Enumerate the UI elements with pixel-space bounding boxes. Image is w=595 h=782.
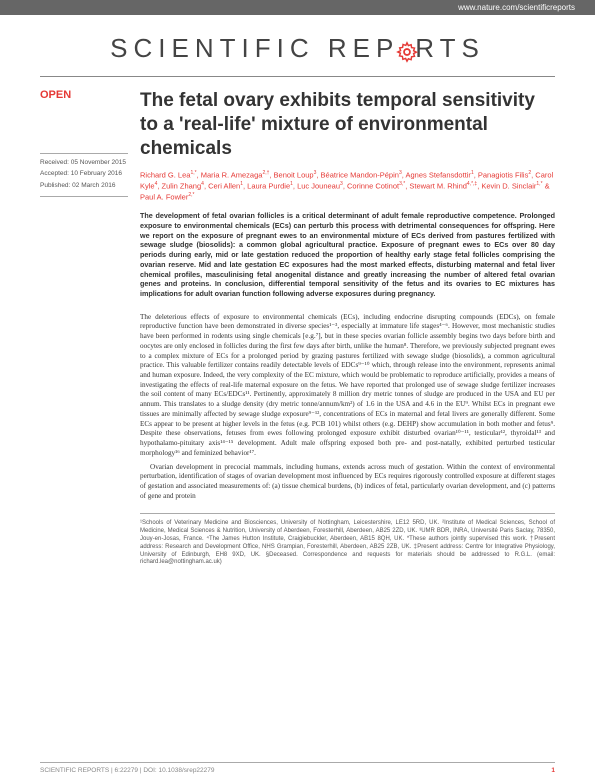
body-paragraph-1: The deleterious effects of exposure to e… (140, 313, 555, 459)
published-date: 02 March 2016 (72, 182, 115, 189)
accepted-date: 10 February 2016 (71, 170, 122, 177)
received-row: Received: 05 November 2015 (40, 158, 128, 168)
accepted-row: Accepted: 10 February 2016 (40, 169, 128, 179)
received-date: 05 November 2015 (71, 159, 126, 166)
affiliations: ¹Schools of Veterinary Medicine and Bios… (140, 513, 555, 567)
accepted-label: Accepted: (40, 170, 71, 177)
header-rule (40, 76, 555, 77)
published-row: Published: 02 March 2016 (40, 181, 128, 191)
logo-text-pre: SCIENTIFIC (110, 33, 328, 63)
logo-text-post: RTS (415, 33, 485, 63)
gear-icon (396, 39, 418, 61)
author-list: Richard G. Lea1,*, Maria R. Amezaga2,†, … (140, 170, 555, 203)
main-column: The fetal ovary exhibits temporal sensit… (140, 89, 555, 567)
page-footer: SCIENTIFIC REPORTS | 6:22279 | DOI: 10.1… (40, 762, 555, 774)
content-area: OPEN Received: 05 November 2015 Accepted… (0, 89, 595, 567)
published-label: Published: (40, 182, 72, 189)
body-text: The deleterious effects of exposure to e… (140, 313, 555, 502)
page-number: 1 (551, 767, 555, 774)
logo-text-mid: REP (328, 33, 399, 63)
sidebar: OPEN Received: 05 November 2015 Accepted… (40, 89, 140, 567)
site-url: www.nature.com/scientificreports (458, 3, 575, 12)
publication-dates: Received: 05 November 2015 Accepted: 10 … (40, 153, 128, 197)
article-title: The fetal ovary exhibits temporal sensit… (140, 89, 555, 160)
site-header: www.nature.com/scientificreports (0, 0, 595, 15)
open-access-label: OPEN (40, 89, 128, 101)
received-label: Received: (40, 159, 71, 166)
footer-citation: SCIENTIFIC REPORTS | 6:22279 | DOI: 10.1… (40, 767, 215, 774)
journal-logo: SCIENTIFIC REP RTS (0, 15, 595, 76)
abstract: The development of fetal ovarian follicl… (140, 211, 555, 298)
body-paragraph-2: Ovarian development in precocial mammals… (140, 463, 555, 502)
